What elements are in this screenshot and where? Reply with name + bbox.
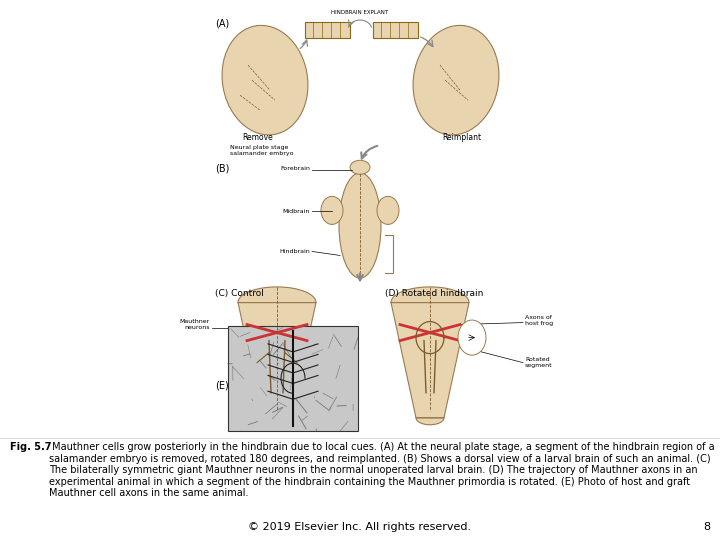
Text: 8: 8: [703, 522, 710, 532]
Ellipse shape: [377, 197, 399, 225]
Text: Forebrain: Forebrain: [280, 166, 310, 171]
Text: Fig. 5.7: Fig. 5.7: [10, 442, 52, 452]
Text: (E): (E): [215, 381, 229, 390]
Polygon shape: [238, 287, 316, 425]
Text: Remove: Remove: [243, 133, 274, 142]
Ellipse shape: [413, 25, 499, 135]
Text: Neural plate stage
salamander embryo: Neural plate stage salamander embryo: [230, 145, 294, 156]
Text: Axons of
host frog: Axons of host frog: [525, 315, 553, 326]
Text: Mauthner cells grow posteriorly in the hindbrain due to local cues. (A) At the n: Mauthner cells grow posteriorly in the h…: [49, 442, 715, 498]
Ellipse shape: [321, 197, 343, 225]
Text: Hindbrain: Hindbrain: [279, 249, 310, 254]
Bar: [228, 326, 358, 431]
Text: (C) Control: (C) Control: [215, 288, 264, 298]
Text: (A): (A): [215, 18, 229, 28]
Ellipse shape: [222, 25, 308, 135]
Text: Mauthner
neurons: Mauthner neurons: [180, 319, 210, 330]
Text: Reimplant: Reimplant: [442, 133, 482, 142]
Text: (D) Rotated hindbrain: (D) Rotated hindbrain: [385, 288, 483, 298]
Polygon shape: [391, 287, 469, 425]
Bar: [373, 22, 418, 38]
Ellipse shape: [350, 160, 370, 174]
Text: © 2019 Elsevier Inc. All rights reserved.: © 2019 Elsevier Inc. All rights reserved…: [248, 522, 472, 532]
Text: HINDBRAIN EXPLANT: HINDBRAIN EXPLANT: [331, 10, 389, 15]
Bar: [305, 22, 350, 38]
Text: (B): (B): [215, 163, 230, 173]
Text: Midbrain: Midbrain: [283, 210, 310, 214]
Text: Rotated
segment: Rotated segment: [525, 357, 553, 368]
Ellipse shape: [339, 173, 381, 278]
Ellipse shape: [458, 320, 486, 355]
